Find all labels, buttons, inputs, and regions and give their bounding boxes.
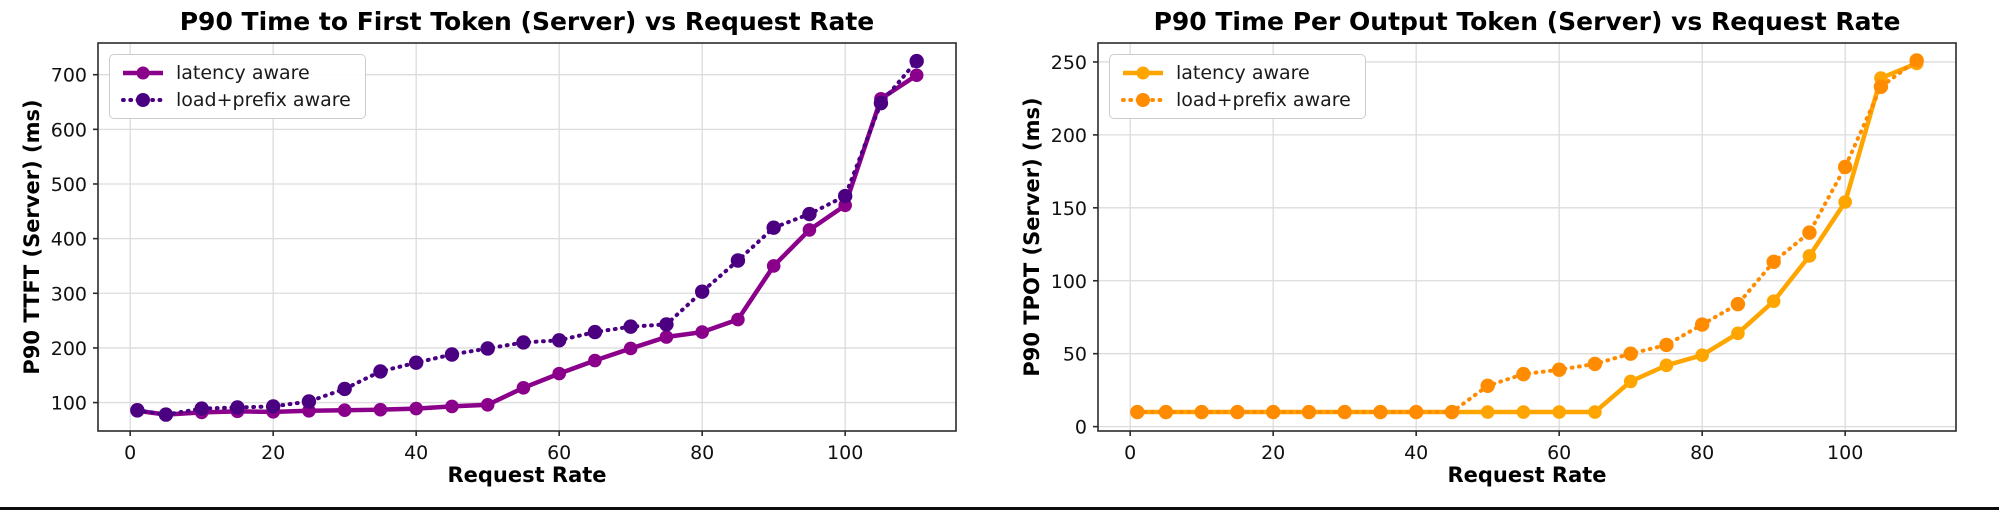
legend-label: latency aware	[176, 62, 310, 84]
y-axis-label-tpot: P90 TPOT (Server) (ms)	[1020, 97, 1044, 377]
subplot-ttft: 0 20 40 60 80 100 100 200 300 400 500 600 700 P90 Ti…	[20, 7, 957, 487]
svg-text:250: 250	[1051, 52, 1087, 74]
chart-title-tpot: P90 Time Per Output Token (Server) vs Re…	[1153, 7, 1901, 36]
legend-swatch-dotted-line-icon	[1121, 93, 1165, 107]
svg-text:200: 200	[1051, 125, 1087, 147]
legend-item-load-prefix-aware: load+prefix aware	[1120, 89, 1351, 111]
svg-text:40: 40	[1404, 442, 1428, 464]
legend-label: load+prefix aware	[176, 89, 351, 111]
svg-text:60: 60	[1547, 442, 1571, 464]
legend-label: latency aware	[1176, 62, 1310, 84]
svg-text:700: 700	[51, 65, 87, 87]
svg-text:100: 100	[827, 442, 863, 464]
chart-title-ttft: P90 Time to First Token (Server) vs Requ…	[179, 7, 875, 36]
svg-text:100: 100	[1051, 271, 1087, 293]
legend-swatch-solid-line-icon	[123, 66, 163, 80]
bottom-divider	[0, 507, 1999, 510]
svg-text:0: 0	[1124, 442, 1136, 464]
svg-text:20: 20	[1261, 442, 1285, 464]
y-axis-label-ttft: P90 TTFT (Server) (ms)	[20, 99, 44, 375]
legend-tpot: latency aware load+prefix aware	[1109, 54, 1366, 119]
svg-text:0: 0	[1075, 417, 1087, 439]
legend-item-latency-aware: latency aware	[120, 62, 351, 84]
svg-text:300: 300	[51, 283, 87, 305]
svg-text:20: 20	[261, 442, 285, 464]
svg-text:50: 50	[1063, 344, 1087, 366]
svg-text:150: 150	[1051, 198, 1087, 220]
svg-text:0: 0	[124, 442, 136, 464]
legend-item-latency-aware: latency aware	[1120, 62, 1351, 84]
plot-area-tpot: 0 20 40 60 80 100 0 50 100 150 200 250	[1051, 42, 1957, 464]
svg-text:80: 80	[690, 442, 714, 464]
svg-text:40: 40	[404, 442, 428, 464]
svg-text:200: 200	[51, 338, 87, 360]
legend-item-load-prefix-aware: load+prefix aware	[120, 89, 351, 111]
svg-text:80: 80	[1690, 442, 1714, 464]
legend-ttft: latency aware load+prefix aware	[109, 54, 366, 119]
x-axis-label-tpot: Request Rate	[1447, 463, 1607, 487]
x-axis-label-ttft: Request Rate	[447, 463, 607, 487]
svg-text:100: 100	[51, 393, 87, 415]
svg-text:600: 600	[51, 119, 87, 141]
svg-text:60: 60	[547, 442, 571, 464]
svg-text:500: 500	[51, 174, 87, 196]
svg-text:400: 400	[51, 229, 87, 251]
legend-swatch-solid-line-icon	[1123, 66, 1163, 80]
legend-label: load+prefix aware	[1176, 89, 1351, 111]
svg-text:100: 100	[1827, 442, 1863, 464]
plot-area-ttft: 0 20 40 60 80 100 100 200 300 400 500 600 700	[51, 42, 957, 464]
subplot-tpot: 0 20 40 60 80 100 0 50 100 150 200 250 P90 Time Per…	[1000, 0, 1999, 515]
legend-swatch-dotted-line-icon	[121, 93, 165, 107]
